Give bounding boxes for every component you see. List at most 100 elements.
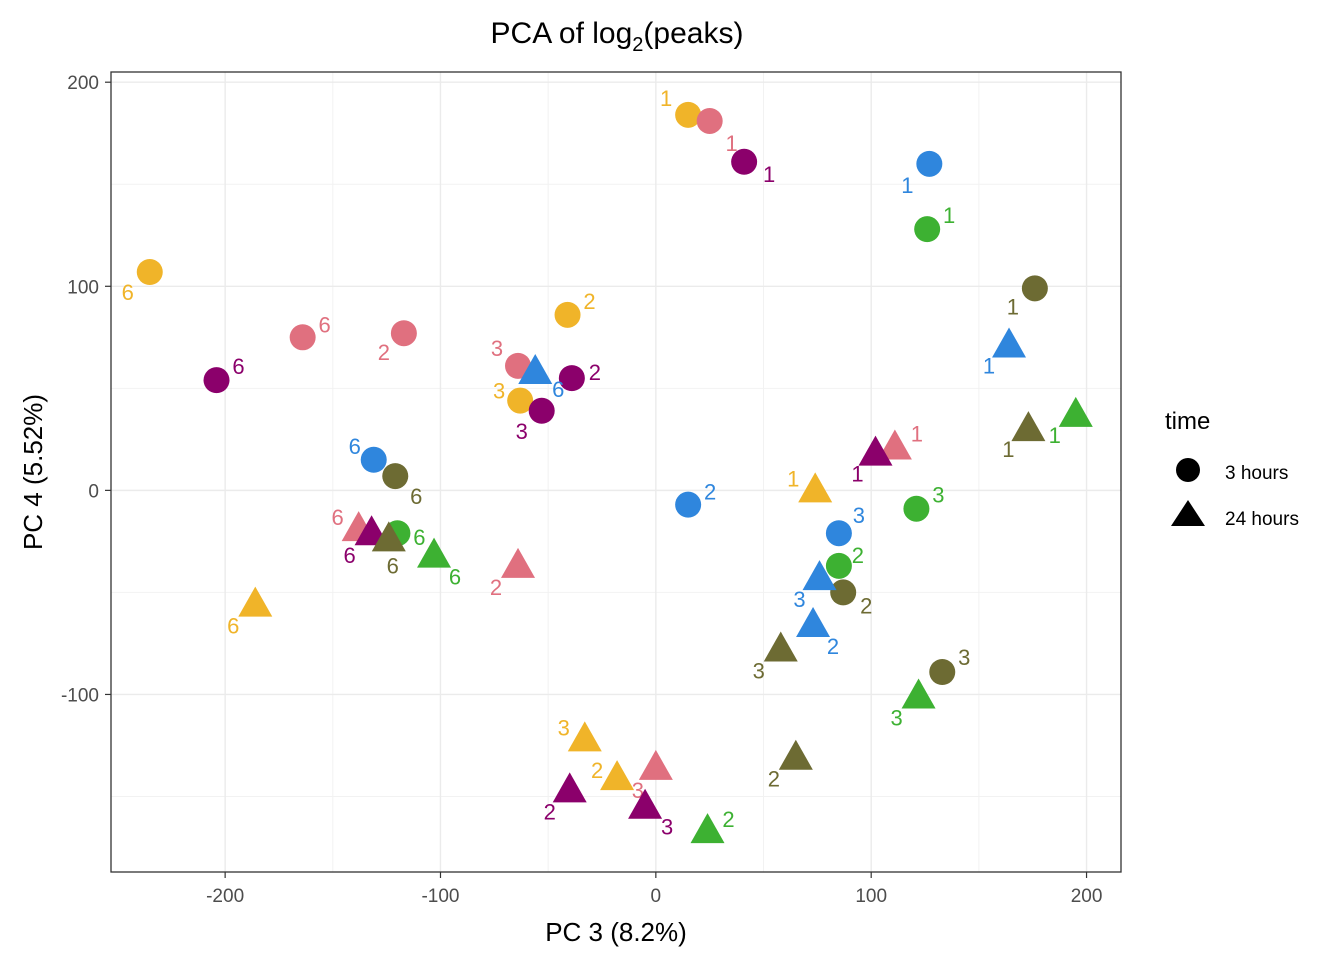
grid-lines bbox=[111, 72, 1121, 872]
point-label: 1 bbox=[763, 162, 775, 187]
point-label: 6 bbox=[410, 484, 422, 509]
point-label: 2 bbox=[704, 480, 716, 505]
point-24-hours bbox=[877, 429, 912, 460]
point-3-hours bbox=[675, 101, 702, 128]
point-label: 3 bbox=[958, 645, 970, 670]
point-label: 2 bbox=[768, 767, 780, 792]
point-label: 1 bbox=[911, 422, 923, 447]
point-3-hours bbox=[731, 148, 758, 175]
point-24-hours bbox=[992, 327, 1027, 358]
point-label: 1 bbox=[851, 462, 863, 487]
point-label: 2 bbox=[589, 360, 601, 385]
point-label: 1 bbox=[1049, 423, 1061, 448]
point-24-hours bbox=[600, 760, 635, 791]
point-3-hours bbox=[390, 320, 417, 347]
point-label: 2 bbox=[860, 593, 872, 618]
point-label: 1 bbox=[1007, 294, 1019, 319]
x-tick-label: 100 bbox=[855, 886, 887, 907]
legend-label-3-hours: 3 hours bbox=[1225, 463, 1288, 484]
point-24-hours bbox=[371, 521, 406, 552]
point-3-hours bbox=[696, 107, 723, 134]
point-label: 1 bbox=[943, 203, 955, 228]
point-24-hours bbox=[567, 721, 602, 752]
point-label: 2 bbox=[827, 634, 839, 659]
point-label: 6 bbox=[552, 377, 564, 402]
point-label: 6 bbox=[387, 553, 399, 578]
plot-panel-border bbox=[110, 71, 1122, 873]
point-label: 2 bbox=[852, 543, 864, 568]
point-label: 3 bbox=[491, 336, 503, 361]
point-label: 6 bbox=[343, 543, 355, 568]
x-tick-label: -200 bbox=[206, 886, 244, 907]
point-label: 6 bbox=[122, 280, 134, 305]
point-24-hours bbox=[802, 560, 837, 591]
point-24-hours bbox=[763, 631, 798, 662]
point-3-hours bbox=[825, 552, 852, 579]
x-tick-label: 200 bbox=[1071, 886, 1103, 907]
point-label: 6 bbox=[232, 354, 244, 379]
point-24-hours bbox=[778, 739, 813, 770]
point-label: 2 bbox=[378, 340, 390, 365]
x-axis-title: PC 3 (8.2%) bbox=[545, 917, 687, 947]
point-label: 3 bbox=[853, 503, 865, 528]
point-label: 6 bbox=[319, 312, 331, 337]
x-tick-label: 0 bbox=[651, 886, 662, 907]
point-24-hours bbox=[238, 586, 273, 617]
point-label: 2 bbox=[722, 807, 734, 832]
point-3-hours bbox=[507, 387, 534, 414]
point-24-hours bbox=[417, 537, 452, 568]
point-3-hours bbox=[554, 301, 581, 328]
point-24-hours bbox=[518, 354, 553, 384]
point-24-hours bbox=[796, 607, 831, 638]
point-3-hours bbox=[203, 367, 230, 394]
point-3-hours bbox=[825, 520, 852, 547]
legend-label-24-hours: 24 hours bbox=[1225, 509, 1299, 530]
point-3-hours bbox=[830, 579, 857, 606]
point-24-hours bbox=[1011, 411, 1046, 442]
point-3-hours bbox=[916, 150, 943, 177]
point-label: 1 bbox=[726, 131, 738, 156]
point-3-hours bbox=[914, 216, 941, 243]
chart-title: PCA of log2(peaks) bbox=[491, 17, 744, 56]
point-3-hours bbox=[136, 259, 163, 285]
point-label: 2 bbox=[591, 758, 603, 783]
point-label: 1 bbox=[1002, 437, 1014, 462]
point-label: 1 bbox=[983, 353, 995, 378]
point-label: 2 bbox=[544, 799, 556, 824]
point-label: 6 bbox=[413, 525, 425, 550]
point-3-hours bbox=[558, 365, 585, 392]
point-24-hours bbox=[638, 749, 673, 780]
point-3-hours bbox=[505, 352, 532, 379]
point-label: 3 bbox=[753, 659, 765, 684]
point-label: 3 bbox=[793, 587, 805, 612]
point-24-hours bbox=[901, 678, 936, 709]
point-3-hours bbox=[382, 463, 409, 490]
point-3-hours bbox=[675, 491, 702, 518]
point-3-hours bbox=[929, 659, 956, 685]
point-label: 6 bbox=[227, 614, 239, 639]
point-24-hours bbox=[798, 472, 833, 503]
axis-ticks: -200 -100 0 100 200 -100 0 100 200 bbox=[61, 73, 1102, 907]
point-label: 1 bbox=[901, 173, 913, 198]
point-label: 3 bbox=[661, 815, 673, 840]
legend: time 3 hours 24 hours bbox=[1165, 408, 1299, 530]
point-label: 1 bbox=[787, 466, 799, 491]
point-24-hours bbox=[628, 788, 663, 819]
point-label: 6 bbox=[349, 434, 361, 459]
point-24-hours bbox=[501, 547, 536, 578]
point-label: 2 bbox=[583, 289, 595, 314]
point-24-hours bbox=[1058, 396, 1093, 427]
point-label: 6 bbox=[449, 565, 461, 590]
point-label: 3 bbox=[890, 705, 902, 730]
y-tick-label: 200 bbox=[67, 73, 99, 94]
point-3-hours bbox=[360, 446, 387, 473]
point-label: 6 bbox=[332, 505, 344, 530]
legend-circle-key bbox=[1176, 458, 1200, 482]
x-tick-label: -100 bbox=[421, 886, 459, 907]
point-label: 3 bbox=[558, 715, 570, 740]
point-24-hours bbox=[690, 813, 725, 844]
legend-title: time bbox=[1165, 408, 1210, 435]
point-3-hours bbox=[528, 397, 555, 424]
